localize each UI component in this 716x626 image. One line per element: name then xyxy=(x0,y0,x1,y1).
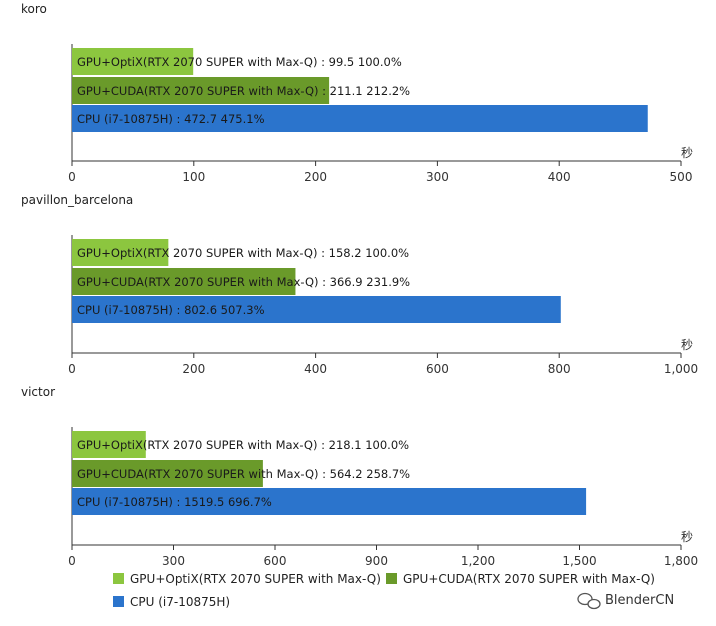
x-tick-label: 0 xyxy=(68,362,76,376)
x-tick-label: 400 xyxy=(548,170,571,184)
x-tick-label: 100 xyxy=(182,170,205,184)
bar-label: CPU (i7-10875H) : 472.7 475.1% xyxy=(77,112,265,126)
bar-label: CPU (i7-10875H) : 802.6 507.3% xyxy=(77,303,265,317)
bar-label: GPU+CUDA(RTX 2070 SUPER with Max-Q) : 36… xyxy=(77,275,410,289)
bar-label: GPU+OptiX(RTX 2070 SUPER with Max-Q) : 1… xyxy=(77,246,409,260)
x-tick-label: 800 xyxy=(548,362,571,376)
chart-2: victor 0 300 600 900 1,200 1,500 1,800 秒 GPU+Opti… xyxy=(21,385,698,568)
legend: GPU+OptiX(RTX 2070 SUPER with Max-Q) GPU… xyxy=(113,572,655,609)
bar-label: GPU+CUDA(RTX 2070 SUPER with Max-Q) : 56… xyxy=(77,467,410,481)
x-tick-label: 1,200 xyxy=(461,554,495,568)
legend-label-cuda: GPU+CUDA(RTX 2070 SUPER with Max-Q) xyxy=(403,572,655,586)
bar xyxy=(72,105,648,132)
x-tick-label: 300 xyxy=(162,554,185,568)
watermark-text: BlenderCN xyxy=(605,593,674,608)
chart-title: victor xyxy=(21,385,55,399)
x-unit-label: 秒 xyxy=(681,530,693,544)
x-tick-label: 500 xyxy=(670,170,693,184)
bar xyxy=(72,239,169,266)
legend-swatch-optix xyxy=(113,573,124,584)
bar-label: GPU+OptiX(RTX 2070 SUPER with Max-Q) : 9… xyxy=(77,55,402,69)
x-tick-label: 200 xyxy=(304,170,327,184)
legend-swatch-cpu xyxy=(113,596,124,607)
x-tick-label: 200 xyxy=(182,362,205,376)
bar-label: GPU+OptiX(RTX 2070 SUPER with Max-Q) : 2… xyxy=(77,438,409,452)
x-tick-label: 0 xyxy=(68,170,76,184)
bar-label: GPU+CUDA(RTX 2070 SUPER with Max-Q) : 21… xyxy=(77,84,410,98)
bar xyxy=(72,268,296,295)
bar xyxy=(72,460,263,487)
chart-title: koro xyxy=(21,2,47,16)
bar xyxy=(72,296,561,323)
x-unit-label: 秒 xyxy=(681,146,693,160)
charts-layer: koro 0 100 200 300 400 500 秒 GPU+OptiX(RTX 2070 … xyxy=(21,2,698,568)
bar xyxy=(72,488,587,515)
chart-1: pavillon_barcelona 0 200 400 600 800 1,000 秒 GPU… xyxy=(21,193,698,376)
x-tick-label: 300 xyxy=(426,170,449,184)
watermark: BlenderCN xyxy=(577,592,674,610)
x-tick-label: 900 xyxy=(365,554,388,568)
bar xyxy=(72,77,330,104)
bar xyxy=(72,431,146,458)
chart-0: koro 0 100 200 300 400 500 秒 GPU+OptiX(RTX 2070 … xyxy=(21,2,693,184)
x-tick-label: 400 xyxy=(304,362,327,376)
x-tick-label: 0 xyxy=(68,554,76,568)
bar xyxy=(72,48,194,75)
legend-swatch-cuda xyxy=(386,573,397,584)
wechat-icon xyxy=(577,592,601,610)
x-tick-label: 600 xyxy=(264,554,287,568)
x-tick-label: 1,500 xyxy=(562,554,596,568)
x-unit-label: 秒 xyxy=(681,338,693,352)
x-tick-label: 1,000 xyxy=(664,362,698,376)
x-tick-label: 1,800 xyxy=(664,554,698,568)
legend-label-optix: GPU+OptiX(RTX 2070 SUPER with Max-Q) xyxy=(130,572,381,586)
bar-label: CPU (i7-10875H) : 1519.5 696.7% xyxy=(77,495,272,509)
legend-label-cpu: CPU (i7-10875H) xyxy=(130,595,230,609)
chart-title: pavillon_barcelona xyxy=(21,193,133,207)
x-tick-label: 600 xyxy=(426,362,449,376)
